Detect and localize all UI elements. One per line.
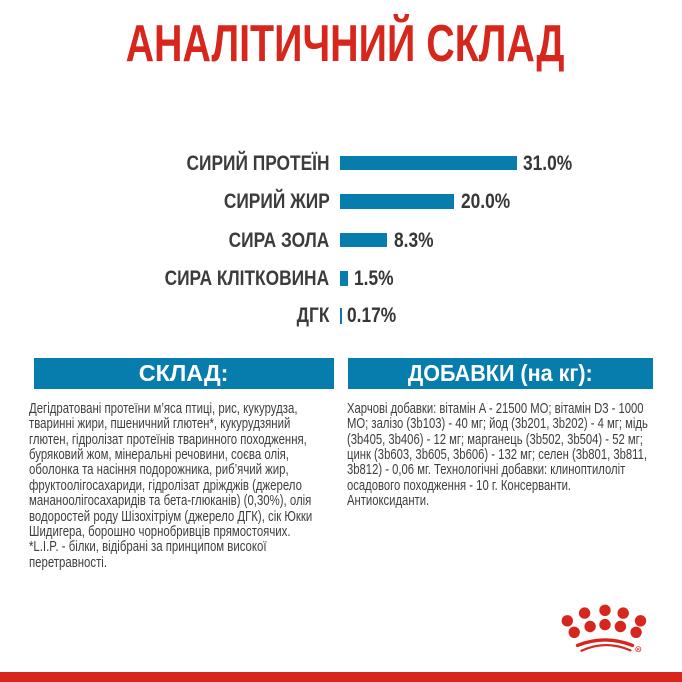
svg-text:R: R [637,647,640,651]
